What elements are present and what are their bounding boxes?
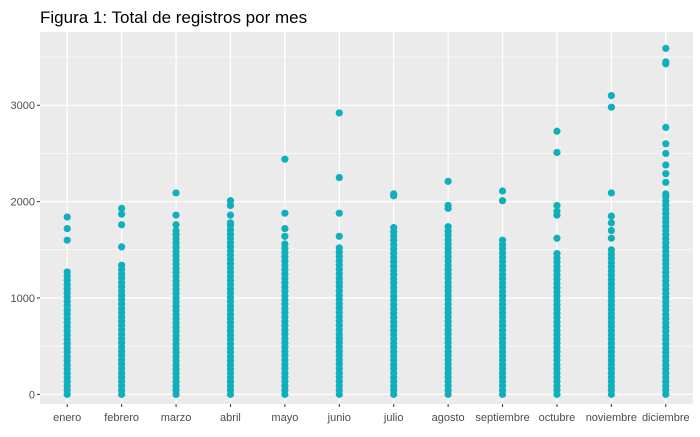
data-point-outlier	[172, 211, 180, 219]
data-point-outlier	[444, 177, 452, 185]
x-tick-label: diciembre	[642, 412, 690, 424]
data-point-outlier	[662, 140, 670, 148]
data-point-outlier	[607, 189, 615, 197]
data-point-outlier	[662, 44, 670, 52]
data-point-outlier	[281, 209, 289, 217]
data-point	[172, 226, 180, 235]
data-point-outlier	[553, 148, 561, 157]
data-point-outlier	[226, 219, 235, 227]
data-point-outlier	[335, 109, 343, 117]
data-point-outlier	[118, 243, 126, 251]
data-point-outlier	[662, 170, 670, 178]
data-point-outlier	[281, 155, 289, 163]
data-point-outlier	[281, 232, 289, 240]
data-point-outlier	[118, 210, 126, 218]
data-point-outlier	[444, 201, 452, 210]
data-point-outlier	[226, 211, 235, 219]
data-point	[498, 236, 507, 244]
data-point-outlier	[335, 232, 343, 240]
x-tick-label: julio	[383, 412, 404, 424]
data-point-outlier	[662, 123, 670, 132]
data-point-outlier	[553, 234, 561, 242]
data-point-outlier	[662, 178, 670, 186]
data-point-outlier	[63, 225, 71, 233]
data-point-outlier	[63, 236, 71, 244]
data-point-outlier	[335, 173, 343, 182]
y-tick-label: 2000	[11, 197, 35, 209]
data-points	[63, 44, 670, 398]
data-point	[553, 250, 561, 258]
axes: 0 1000 2000 3000 enero febrero marzo abril mayo j…	[11, 100, 690, 424]
x-tick-label: abril	[220, 412, 241, 424]
data-point-outlier	[607, 234, 615, 242]
x-tick-label: noviembre	[586, 412, 637, 424]
data-point	[118, 261, 126, 269]
y-tick-label: 3000	[11, 100, 35, 112]
x-tick-label: junio	[327, 412, 351, 424]
data-point-outlier	[607, 226, 615, 235]
data-point	[607, 246, 615, 254]
data-point-outlier	[498, 197, 507, 205]
data-point-outlier	[553, 127, 561, 135]
x-tick-label: mayo	[271, 412, 298, 424]
data-point-outlier	[118, 221, 126, 229]
data-point-outlier	[553, 201, 561, 210]
data-point-outlier	[553, 207, 561, 215]
data-point-outlier	[662, 149, 670, 158]
data-point-outlier	[390, 190, 398, 198]
data-point	[390, 224, 398, 232]
data-point	[335, 244, 343, 252]
y-tick-label: 1000	[11, 293, 35, 305]
data-point-outlier	[607, 219, 615, 227]
x-tick-label: enero	[53, 412, 81, 424]
chart-title: Figura 1: Total de registros por mes	[40, 8, 307, 27]
data-point	[281, 240, 289, 248]
data-point-outlier	[335, 209, 343, 217]
x-tick-label: octubre	[539, 412, 576, 424]
data-point	[63, 268, 71, 276]
data-point-outlier	[63, 213, 71, 221]
data-point-outlier	[607, 212, 615, 220]
x-tick-label: febrero	[104, 412, 139, 424]
data-point-outlier	[607, 92, 615, 100]
data-point-outlier	[498, 187, 507, 195]
data-point-outlier	[172, 221, 180, 229]
data-point-outlier	[662, 161, 670, 169]
data-point-outlier	[607, 103, 615, 111]
data-point-outlier	[118, 204, 126, 212]
y-tick-label: 0	[29, 389, 35, 401]
data-point-outlier	[662, 58, 670, 66]
data-point-outlier	[662, 190, 670, 198]
x-tick-label: septiembre	[475, 412, 529, 424]
plot-panel	[40, 32, 693, 404]
data-point-outlier	[172, 189, 180, 197]
x-tick-label: agosto	[432, 412, 465, 424]
x-tick-label: marzo	[161, 412, 192, 424]
data-point	[444, 223, 452, 231]
data-point-outlier	[226, 197, 235, 205]
data-point-outlier	[281, 225, 289, 233]
